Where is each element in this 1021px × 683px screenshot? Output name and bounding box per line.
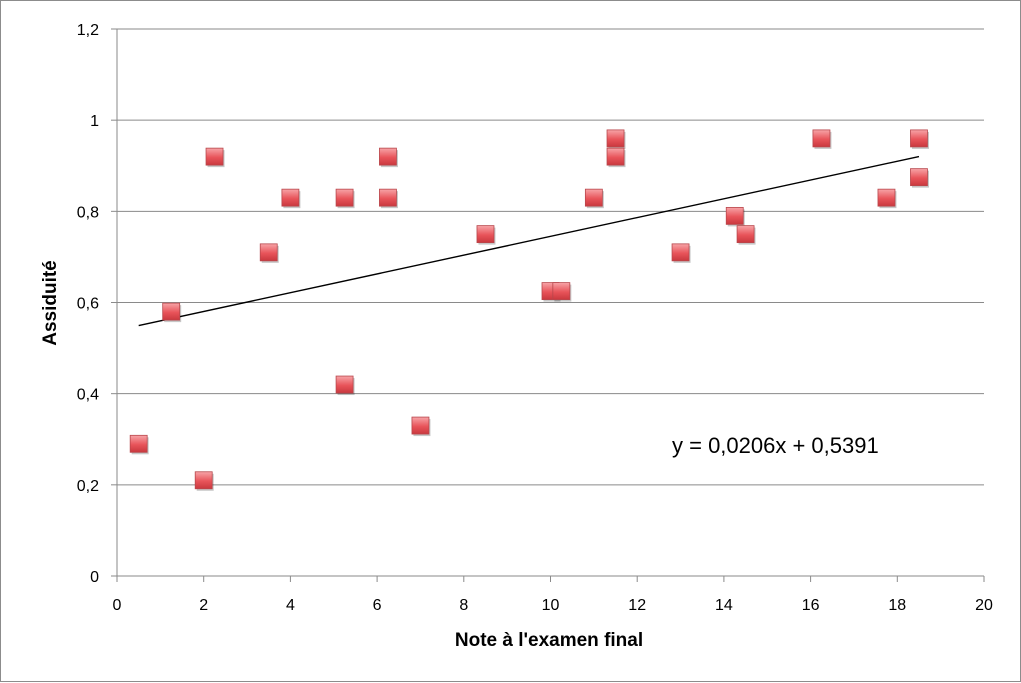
data-point-6: [335, 188, 354, 207]
x-tick-label: 20: [975, 597, 993, 614]
x-tick-label: 2: [199, 597, 208, 614]
x-tick-label: 10: [542, 597, 560, 614]
data-point-22: [910, 129, 928, 148]
x-tick-label: 4: [286, 597, 295, 614]
x-tick-label: 8: [459, 597, 468, 614]
data-point-14: [584, 188, 603, 207]
x-tick-label: 18: [888, 597, 906, 614]
x-tick-label: 6: [373, 597, 382, 614]
data-point-17: [671, 243, 690, 262]
data-point-7: [335, 375, 354, 394]
x-tick-label: 12: [628, 597, 646, 614]
data-point-0: [129, 434, 148, 453]
y-tick-label: 0,6: [77, 296, 99, 313]
trendline: [138, 155, 920, 327]
data-point-18: [725, 206, 744, 225]
data-point-16: [606, 147, 625, 166]
data-point-13: [552, 282, 571, 301]
gridlines: [117, 28, 984, 486]
y-tick-label: 0,4: [77, 387, 99, 404]
x-axis-title: Note à l'examen final: [455, 630, 643, 651]
y-tick-label: 0: [90, 569, 99, 586]
data-point-21: [877, 188, 896, 207]
data-point-1: [162, 302, 181, 321]
data-point-20: [812, 129, 831, 148]
data-point-8: [379, 147, 397, 166]
trendline-equation: y = 0,0206x + 0,5391: [672, 433, 879, 458]
x-tick-label: 16: [802, 597, 820, 614]
y-tick-label: 1: [90, 113, 99, 130]
data-point-9: [379, 188, 397, 207]
y-axis-title: Assiduité: [40, 260, 61, 346]
data-point-15: [606, 129, 625, 148]
x-tick-label: 0: [113, 597, 122, 614]
data-point-11: [476, 225, 495, 244]
data-points: [129, 129, 929, 491]
data-point-3: [205, 147, 224, 166]
y-tick-label: 0,8: [77, 204, 99, 221]
axes: 0 0,2 0,4 0,6 0,8 1 1,2 0 2 4 6 8 10 12 14 16 18 20: [77, 22, 993, 614]
data-point-2: [194, 471, 213, 490]
data-point-10: [411, 416, 430, 435]
trendline-group: [138, 155, 920, 327]
x-tick-label: 14: [715, 597, 733, 614]
data-point-19: [736, 225, 755, 244]
y-tick-label: 1,2: [77, 22, 99, 39]
data-point-23: [910, 168, 928, 187]
data-point-5: [281, 188, 300, 207]
data-point-4: [259, 243, 278, 262]
y-tick-label: 0,2: [77, 478, 99, 495]
